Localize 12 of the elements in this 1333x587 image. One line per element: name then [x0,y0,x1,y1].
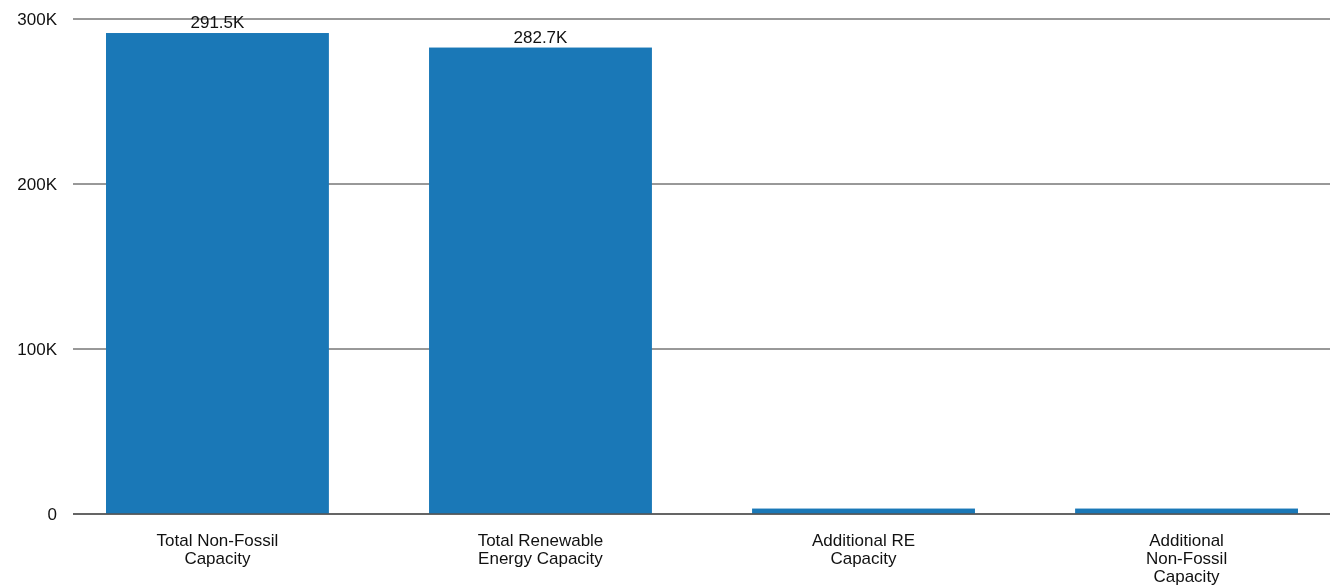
x-tick-label: Total Renewable Energy Capacity [477,531,604,568]
x-tick-label: Additional Non-Fossil Capacity [1145,531,1228,586]
x-tick-label: Total Non-Fossil Capacity [156,531,279,568]
y-tick-label: 100K [17,339,58,359]
y-tick-label: 0 [47,504,57,524]
y-tick-label: 300K [17,9,58,29]
data-label: 291.5K [190,13,246,33]
bar [429,47,652,514]
y-tick-label: 200K [17,174,58,194]
x-tick-label: Additional RE Capacity [812,531,916,568]
bar [106,33,329,514]
data-label: 282.7K [513,27,569,47]
